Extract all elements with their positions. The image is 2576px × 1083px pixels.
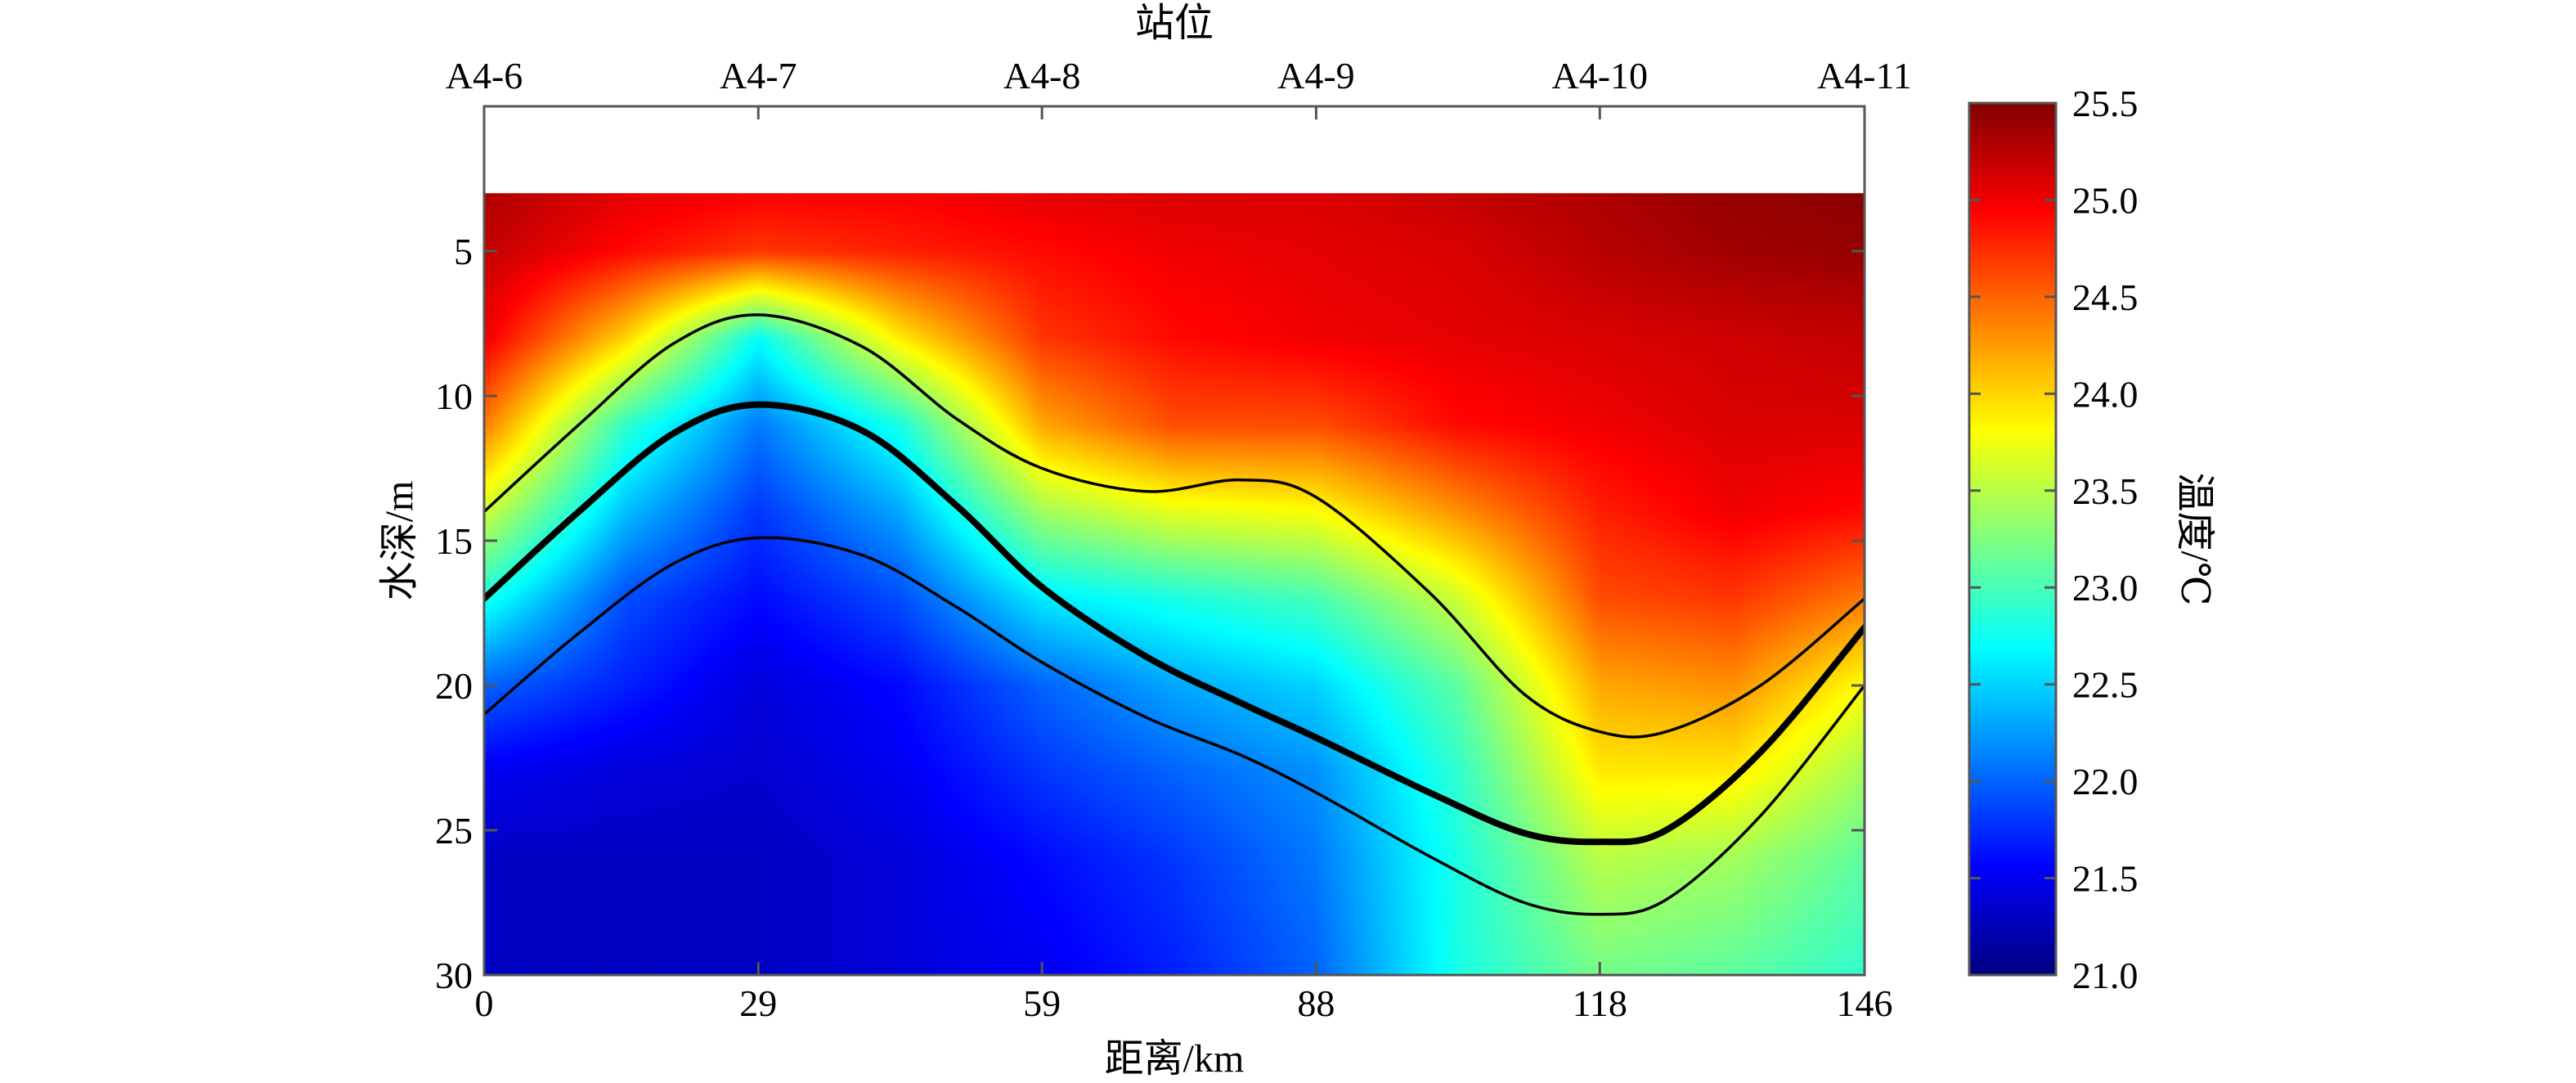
isotherm-line-thin	[484, 536, 1865, 916]
colorbar-tick-label: 21.0	[2072, 955, 2138, 996]
x-tick-label: 146	[1837, 982, 1893, 1024]
colorbar-tick-label: 21.5	[2072, 858, 2138, 900]
colorbar-tick-label: 25.5	[2072, 83, 2138, 124]
isotherm-lines	[484, 313, 1865, 916]
colorbar-tick-label: 24.5	[2072, 276, 2138, 318]
x-tick-label: 29	[739, 982, 777, 1024]
colorbar-tick-label: 23.0	[2072, 567, 2138, 609]
y-tick-label: 10	[435, 375, 473, 417]
colorbar-frame	[1968, 101, 2058, 977]
station-label: A4-8	[1003, 55, 1081, 97]
y-tick-label: 25	[435, 810, 473, 852]
station-label: A4-10	[1552, 55, 1649, 97]
axis-ticks	[482, 106, 1866, 977]
heatmap-image	[484, 193, 1865, 975]
colorbar: 21.0 21.5 22.0 22.5 23.0 23.5 24.0 24.5 25.0 25.5	[1968, 83, 2138, 996]
colorbar-tick-label: 24.0	[2072, 373, 2138, 415]
isotherm-line-thin	[484, 313, 1865, 739]
colorbar-gradient	[1969, 103, 2056, 975]
station-label: A4-9	[1277, 55, 1355, 97]
top-axis-title: 站位	[1135, 2, 1214, 45]
y-axis-title: 水深/m	[378, 481, 421, 601]
station-label: A4-11	[1817, 55, 1912, 97]
y-tick-label: 15	[435, 520, 473, 562]
colorbar-title: 温度/℃	[2173, 472, 2216, 605]
colorbar-tick-labels: 21.0 21.5 22.0 22.5 23.0 23.5 24.0 24.5 25.0 25.5	[2072, 83, 2138, 996]
station-label: A4-6	[446, 55, 523, 97]
x-tick-labels: 0 29 59 88 118 146	[475, 982, 1893, 1024]
y-tick-label: 20	[435, 665, 473, 707]
colorbar-tick-label: 22.5	[2072, 664, 2138, 706]
station-labels: A4-6 A4-7 A4-8 A4-9 A4-10 A4-11	[446, 55, 1912, 97]
x-tick-label: 0	[475, 982, 494, 1024]
colorbar-tick-label: 25.0	[2072, 179, 2138, 221]
x-axis-title: 距离/km	[1105, 1037, 1245, 1081]
colorbar-tick-label: 22.0	[2072, 761, 2138, 802]
x-tick-label: 59	[1023, 982, 1061, 1024]
isotherm-line-thick	[484, 401, 1865, 846]
colorbar-tick-label: 23.5	[2072, 470, 2138, 512]
x-tick-label: 88	[1297, 982, 1335, 1024]
x-tick-label: 118	[1573, 982, 1627, 1024]
y-tick-label: 30	[435, 955, 473, 996]
y-tick-label: 5	[454, 231, 473, 272]
station-label: A4-7	[720, 55, 797, 97]
colorbar-ticks	[1969, 101, 2056, 977]
temperature-heatmap	[484, 193, 1865, 975]
y-tick-labels: 5 10 15 20 25 30	[435, 231, 473, 996]
